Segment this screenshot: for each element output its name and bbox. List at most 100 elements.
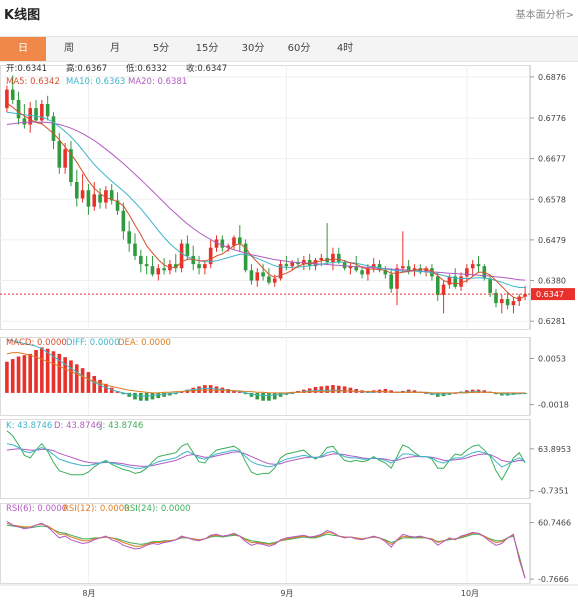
macd-bar bbox=[63, 357, 67, 393]
macd-bar bbox=[261, 392, 265, 401]
legend-high: 高:0.6367 bbox=[66, 63, 107, 74]
legend-k: K: 43.8746 bbox=[6, 421, 52, 431]
macd-bar bbox=[150, 392, 155, 400]
macd-bar bbox=[412, 390, 417, 393]
candle-body bbox=[435, 276, 440, 295]
macd-legend: MACD: 0.0000 DIFF: 0.0000 DEA: 0.0000 bbox=[6, 338, 171, 348]
candle-body bbox=[51, 116, 56, 141]
candle-body bbox=[366, 268, 370, 275]
macd-diff-line bbox=[6, 339, 526, 397]
macd-bar bbox=[57, 353, 62, 393]
candle-body bbox=[284, 264, 289, 267]
macd-bar bbox=[237, 391, 242, 393]
header: K线图 基本面分析> bbox=[0, 0, 578, 28]
candle-body bbox=[511, 301, 516, 306]
candle-body bbox=[476, 264, 481, 267]
candle-body bbox=[185, 243, 190, 256]
candle-body bbox=[505, 299, 510, 306]
macd-bar bbox=[383, 389, 388, 393]
candle-body bbox=[278, 264, 283, 279]
fundamental-analysis-link[interactable]: 基本面分析> bbox=[515, 10, 574, 21]
candle-body bbox=[342, 262, 347, 269]
macd-bar bbox=[109, 387, 114, 393]
candle-body bbox=[5, 89, 9, 109]
candle-body bbox=[121, 210, 126, 232]
rsi12-line bbox=[6, 522, 526, 579]
chart-area[interactable]: 0.6876 0.6776 0.6677 0.6578 0.6479 0.6380 0.62… bbox=[0, 61, 578, 600]
macd-bar bbox=[336, 385, 341, 393]
x-tick-label: 9月 bbox=[280, 589, 293, 598]
ohlc-legend: 开:0.6341 高:0.6367 低:0.6332 收:0.6347 bbox=[6, 63, 227, 74]
price-tick-label: 0.6677 bbox=[538, 155, 566, 164]
candle-body bbox=[63, 149, 67, 168]
price-tick-label: 0.6776 bbox=[538, 114, 566, 123]
candle-body bbox=[115, 200, 120, 211]
candle-body bbox=[331, 253, 335, 263]
legend-rsi24: RSI(24): 0.0000 bbox=[124, 504, 191, 514]
macd-bar bbox=[191, 387, 196, 393]
macd-bar bbox=[127, 392, 131, 397]
tab-5min[interactable]: 5分 bbox=[152, 43, 170, 54]
kdj-d-line bbox=[6, 448, 526, 467]
price-tick-label: 0.6876 bbox=[538, 73, 566, 82]
macd-bar bbox=[494, 392, 498, 395]
candle-body bbox=[383, 270, 388, 275]
current-price-badge bbox=[531, 288, 575, 301]
price-pane-frame bbox=[0, 65, 531, 330]
candle-body bbox=[377, 264, 382, 271]
macd-bar bbox=[51, 351, 56, 393]
macd-bar bbox=[104, 383, 108, 393]
macd-bar bbox=[208, 385, 213, 393]
candle-body bbox=[69, 149, 73, 183]
candle-body bbox=[80, 190, 85, 199]
macd-bar bbox=[34, 350, 38, 393]
legend-macd: MACD: 0.0000 bbox=[6, 338, 67, 348]
candle-body bbox=[220, 239, 225, 248]
tab-4hour[interactable]: 4时 bbox=[336, 43, 354, 54]
macd-bar bbox=[348, 387, 353, 393]
macd-bar bbox=[354, 389, 359, 393]
tab-60min[interactable]: 60分 bbox=[287, 43, 311, 54]
candle-body bbox=[360, 270, 364, 275]
tab-month[interactable]: 月 bbox=[110, 43, 120, 54]
legend-ma20: MA20: 0.6381 bbox=[128, 77, 187, 87]
kline-chart[interactable]: 0.6876 0.6776 0.6677 0.6578 0.6479 0.6380 0.62… bbox=[0, 61, 578, 600]
candle-body bbox=[10, 89, 15, 100]
candle-body bbox=[139, 255, 143, 265]
legend-rsi12: RSI(12): 0.0000 bbox=[63, 504, 130, 514]
macd-bar bbox=[69, 360, 73, 393]
macd-bar bbox=[203, 385, 207, 393]
candle-body bbox=[104, 190, 108, 203]
candle-body bbox=[249, 270, 254, 281]
macd-tick-label: -0.0018 bbox=[538, 401, 569, 410]
candle-body bbox=[424, 268, 428, 273]
tab-week[interactable]: 周 bbox=[64, 43, 74, 54]
candle-body bbox=[150, 266, 155, 275]
legend-dea: DEA: 0.0000 bbox=[118, 338, 171, 348]
legend-open: 开:0.6341 bbox=[6, 64, 47, 74]
macd-bar bbox=[80, 368, 85, 393]
tab-15min[interactable]: 15分 bbox=[195, 43, 219, 54]
macd-bar bbox=[499, 392, 504, 396]
price-tick-label: 0.6281 bbox=[538, 317, 566, 326]
macd-bar bbox=[144, 392, 149, 401]
candle-body bbox=[336, 253, 341, 263]
candle-body bbox=[162, 268, 166, 271]
candle-body bbox=[197, 264, 201, 269]
candle-body bbox=[191, 255, 196, 265]
candle-body bbox=[127, 231, 131, 244]
macd-bar bbox=[22, 355, 27, 393]
macd-bar bbox=[133, 392, 137, 400]
candle-body bbox=[348, 266, 353, 269]
candle-body bbox=[34, 108, 38, 121]
macd-bar bbox=[243, 392, 248, 395]
tab-30min[interactable]: 30分 bbox=[241, 43, 265, 54]
macd-bar bbox=[435, 392, 440, 397]
tab-day[interactable]: 日 bbox=[0, 37, 46, 61]
ma-legend: MA5: 0.6342 MA10: 0.6363 MA20: 0.6381 bbox=[6, 77, 187, 87]
candle-body bbox=[214, 239, 219, 248]
macd-bar bbox=[45, 348, 50, 393]
candle-body bbox=[243, 243, 248, 271]
kdj-j-line bbox=[6, 430, 526, 481]
candle-body bbox=[296, 262, 300, 265]
